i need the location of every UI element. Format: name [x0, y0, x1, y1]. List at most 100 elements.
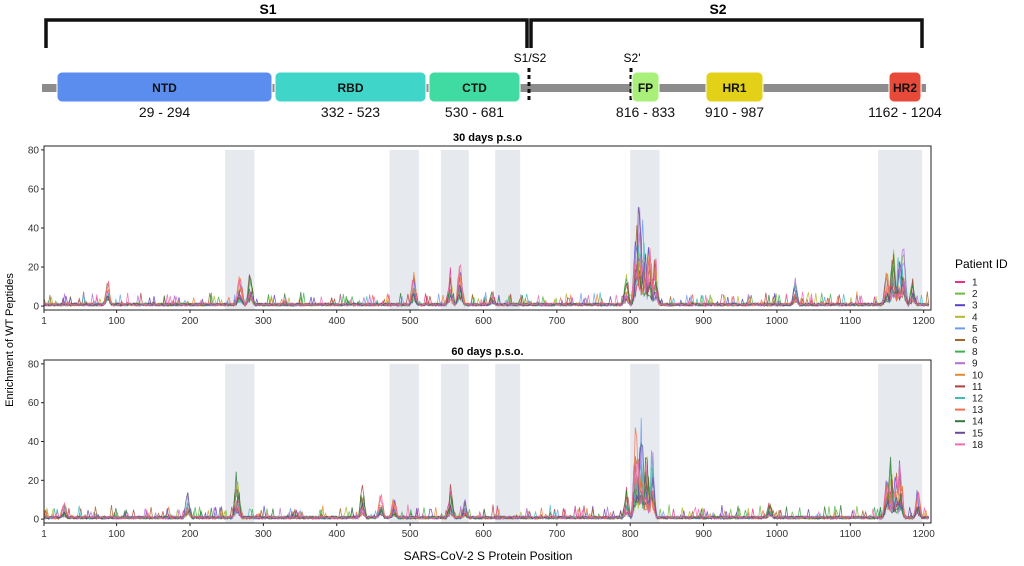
x-tick-label: 200 — [182, 316, 199, 327]
x-tick-label: 500 — [402, 316, 419, 327]
legend-entry-3: 3 — [972, 301, 978, 312]
y-tick-label: 60 — [28, 184, 40, 195]
domain-rbd-range: 332 - 523 — [321, 104, 380, 120]
x-axis-label: SARS-CoV-2 S Protein Position — [404, 549, 573, 563]
series-patient-1 — [43, 460, 929, 520]
domain-ntd-box — [56, 71, 273, 103]
legend-entry-13: 13 — [972, 405, 984, 416]
x-tick-label: 1100 — [840, 529, 862, 540]
domain-hr1-range: 910 - 987 — [705, 104, 764, 120]
y-tick-label: 20 — [28, 263, 40, 274]
x-tick-label: 1200 — [913, 529, 936, 540]
x-tick-label: 1200 — [913, 316, 936, 327]
y-tick-label: 0 — [33, 302, 39, 313]
shaded-region — [389, 363, 419, 523]
shaded-region — [495, 363, 521, 523]
s1-label: S1 — [259, 1, 276, 17]
shaded-region — [495, 149, 521, 310]
series-patient-10 — [43, 457, 930, 521]
legend-entry-18: 18 — [972, 440, 984, 451]
panel-frame — [43, 359, 932, 524]
y-tick-label: 0 — [33, 515, 39, 526]
series-patient-8 — [44, 465, 929, 521]
x-tick-label: 1100 — [840, 316, 862, 327]
domain-ntd-label: NTD — [152, 81, 177, 95]
series-patient-6 — [43, 456, 930, 521]
domain-hr2-range: 1162 - 1204 — [868, 104, 942, 120]
x-tick-label: 900 — [695, 316, 712, 327]
domain-fp-box — [631, 71, 660, 103]
y-tick-label: 80 — [28, 359, 40, 370]
legend-entry-9: 9 — [972, 359, 978, 370]
series-patient-15 — [43, 206, 929, 308]
panel-frame — [43, 145, 932, 311]
shaded-region — [440, 149, 469, 310]
domain-ctd-label: CTD — [462, 81, 487, 95]
domain-ctd-box — [428, 71, 521, 103]
legend-entry-4: 4 — [972, 312, 978, 323]
domain-hr1-box — [705, 71, 764, 103]
x-tick-label: 300 — [255, 316, 272, 327]
domain-ntd-range: 29 - 294 — [139, 104, 191, 120]
x-tick-label: 700 — [548, 529, 565, 540]
x-tick-label: 300 — [255, 529, 272, 540]
domain-rbd-box — [274, 71, 427, 103]
domain-hr1-label: HR1 — [722, 81, 746, 95]
x-tick-label: 400 — [328, 316, 345, 327]
y-tick-label: 80 — [28, 145, 40, 156]
series-patient-4 — [43, 456, 930, 521]
domain-hr2-label: HR2 — [893, 81, 917, 95]
x-tick-label: 1000 — [766, 529, 789, 540]
legend-entry-14: 14 — [972, 417, 984, 428]
x-tick-label: 600 — [475, 529, 492, 540]
legend-title: Patient ID — [955, 257, 1008, 271]
x-tick-label: 600 — [475, 316, 492, 327]
s1-bracket — [44, 18, 529, 48]
series-patient-18 — [43, 251, 930, 308]
domain-hr2-box — [888, 71, 922, 103]
domain-ctd-range: 530 - 681 — [445, 104, 504, 120]
x-tick-label: 800 — [622, 316, 639, 327]
x-tick-label: 1 — [41, 529, 47, 540]
panel-title: 30 days p.s.o — [453, 132, 522, 144]
series-patient-12 — [43, 442, 929, 521]
x-tick-label: 1000 — [766, 316, 789, 327]
y-tick-label: 60 — [28, 398, 40, 409]
x-tick-label: 1 — [41, 316, 47, 327]
series-patient-9 — [43, 447, 929, 521]
x-tick-label: 100 — [108, 316, 125, 327]
panel-title: 60 days p.s.o. — [451, 346, 523, 358]
legend-entry-6: 6 — [972, 336, 978, 347]
domain-schematic: S1 S2 S1/S2 S2' NTD 29 - 294 RBD 332 - 523 C… — [42, 1, 942, 120]
x-tick-label: 200 — [182, 529, 199, 540]
x-tick-label: 400 — [328, 529, 345, 540]
x-tick-label: 100 — [108, 529, 125, 540]
series-patient-3 — [43, 460, 930, 521]
legend-entry-11: 11 — [972, 382, 983, 393]
series-patient-18 — [43, 460, 929, 521]
legend-entry-15: 15 — [972, 428, 984, 439]
y-tick-label: 40 — [28, 437, 40, 448]
x-tick-label: 500 — [402, 529, 419, 540]
domain-fp-label: FP — [638, 81, 653, 95]
s2-bracket — [529, 18, 924, 48]
legend-entry-2: 2 — [972, 289, 978, 300]
s2prime-label: S2' — [624, 51, 641, 65]
shaded-region — [389, 149, 419, 310]
shaded-region — [225, 363, 255, 523]
legend-entry-10: 10 — [972, 370, 984, 381]
x-tick-label: 800 — [622, 529, 639, 540]
y-tick-label: 20 — [28, 476, 40, 487]
legend-entry-1: 1 — [972, 278, 978, 289]
domain-fp-range: 816 - 833 — [616, 104, 675, 120]
s2-label: S2 — [709, 1, 726, 17]
y-tick-label: 40 — [28, 224, 40, 235]
series-patient-15 — [43, 443, 929, 521]
x-tick-label: 700 — [548, 316, 565, 327]
legend-entry-5: 5 — [972, 324, 978, 335]
